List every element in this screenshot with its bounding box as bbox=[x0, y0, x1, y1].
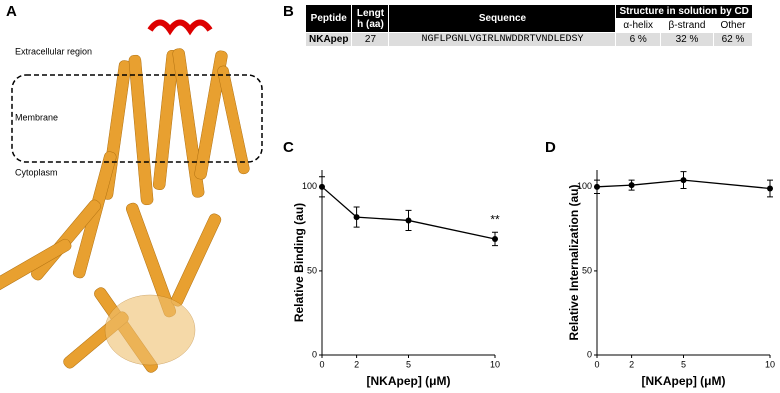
point bbox=[319, 183, 325, 190]
panel-label: A bbox=[6, 3, 17, 20]
x-tick-label: 10 bbox=[765, 359, 775, 369]
y-axis-title: Relative Internalization (au) bbox=[567, 184, 581, 340]
peptide-helix bbox=[147, 19, 213, 36]
region-label: Extracellular region bbox=[15, 46, 92, 56]
membrane-box bbox=[11, 74, 263, 163]
td: NGFLPGNLVGIRLNWDDRTVNDLEDSY bbox=[388, 32, 617, 47]
region-label: Cytoplasm bbox=[15, 167, 58, 177]
data-line bbox=[321, 186, 496, 240]
td: 27 bbox=[351, 32, 390, 47]
x-tick-label: 10 bbox=[490, 359, 500, 369]
protein-illustration bbox=[0, 48, 250, 373]
point bbox=[680, 177, 687, 184]
th: β-strand bbox=[659, 18, 715, 33]
th: Sequence bbox=[388, 4, 617, 33]
panel-label: C bbox=[283, 139, 294, 156]
th: Structure in solution by CD bbox=[615, 4, 753, 19]
td: 62 % bbox=[713, 32, 753, 47]
x-tick-label: 5 bbox=[681, 359, 686, 369]
point bbox=[767, 185, 773, 192]
x-tick-label: 2 bbox=[629, 359, 634, 369]
peptide-table: Peptide Length (aa) Sequence Structure in s… bbox=[304, 4, 753, 47]
x-tick-label: 0 bbox=[594, 359, 599, 369]
td: 6 % bbox=[615, 32, 661, 47]
x-axis-title: [NKApep] (μM) bbox=[367, 374, 451, 388]
point bbox=[628, 182, 635, 189]
y-tick-label: 50 bbox=[307, 265, 317, 275]
th: Other bbox=[713, 18, 753, 33]
y-tick-label: 100 bbox=[302, 181, 317, 191]
data-line bbox=[596, 179, 771, 190]
th: α-helix bbox=[615, 18, 661, 33]
td: NKApep bbox=[304, 32, 353, 47]
x-tick-label: 0 bbox=[319, 359, 324, 369]
x-axis-title: [NKApep] (μM) bbox=[642, 374, 726, 388]
y-axis-title: Relative Binding (au) bbox=[292, 203, 306, 322]
y-tick-label: 0 bbox=[312, 349, 317, 359]
point bbox=[594, 183, 600, 190]
point bbox=[492, 235, 498, 242]
annotation: ** bbox=[490, 213, 500, 227]
th: Peptide bbox=[304, 4, 353, 33]
panel-label: B bbox=[283, 3, 294, 20]
y-tick-label: 50 bbox=[582, 265, 592, 275]
point bbox=[353, 214, 360, 221]
point bbox=[405, 217, 412, 224]
y-tick-label: 100 bbox=[577, 181, 592, 191]
td: 32 % bbox=[659, 32, 715, 47]
x-tick-label: 2 bbox=[354, 359, 359, 369]
th: Length (aa) bbox=[351, 4, 390, 33]
panel-label: D bbox=[545, 139, 556, 156]
x-tick-label: 5 bbox=[406, 359, 411, 369]
y-tick-label: 0 bbox=[587, 349, 592, 359]
region-label: Membrane bbox=[15, 112, 58, 122]
